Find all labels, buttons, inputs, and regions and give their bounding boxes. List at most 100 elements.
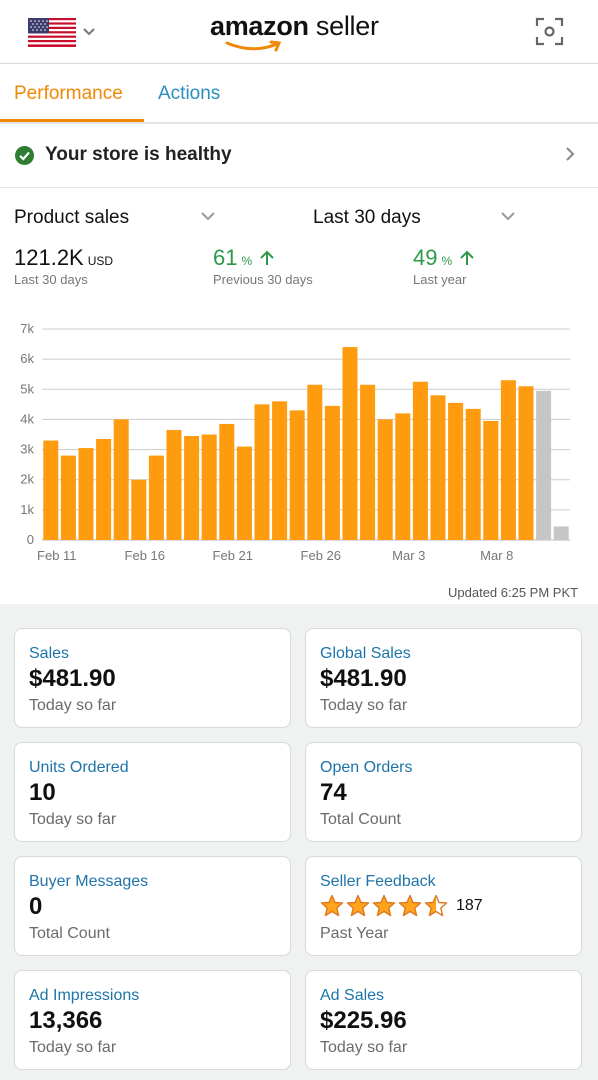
star-icon [320, 894, 344, 917]
bar [536, 390, 552, 540]
y-tick-label: 6k [20, 351, 34, 366]
chevron-down-icon[interactable] [501, 211, 515, 221]
card-value: 13,366 [29, 1007, 103, 1034]
chevron-down-icon[interactable] [82, 25, 96, 39]
card-subtitle: Today so far [29, 697, 117, 714]
scan-icon[interactable] [535, 17, 564, 46]
bar [483, 420, 499, 540]
arrow-up-icon [460, 250, 474, 265]
ad-impressions-card[interactable]: Ad Impressions 13,366 Today so far [14, 970, 291, 1070]
rating-count: 187 [456, 897, 483, 914]
card-value: $225.96 [320, 1007, 407, 1034]
bar [60, 455, 76, 540]
total-sales-label: Last 30 days [14, 272, 88, 287]
card-subtitle: Total Count [320, 811, 401, 828]
card-subtitle: Total Count [29, 925, 110, 942]
bar [412, 381, 428, 540]
bar [254, 404, 270, 540]
x-tick-label: Feb 16 [125, 548, 165, 563]
bar [78, 448, 94, 540]
card-subtitle: Today so far [320, 697, 408, 714]
bar [307, 384, 323, 540]
bar [518, 386, 534, 540]
chevron-right-icon[interactable] [563, 145, 577, 163]
card-title: Ad Impressions [29, 987, 140, 1004]
card-title: Units Ordered [29, 759, 129, 776]
x-tick-label: Feb 26 [301, 548, 341, 563]
star-icon [398, 894, 422, 917]
bar [201, 434, 217, 540]
bar [184, 436, 200, 540]
tab-bar: Performance Actions [0, 64, 598, 124]
card-title: Global Sales [320, 645, 411, 662]
store-health-text: Your store is healthy [45, 144, 232, 165]
card-title: Seller Feedback [320, 873, 436, 890]
sales-bar-chart: 0 1k 2k 3k 4k 5k 6k 7k Feb 11 Feb 16 Feb 21 Feb 26 M… [20, 321, 570, 563]
bar [272, 401, 288, 540]
arrow-up-icon [260, 250, 274, 265]
card-title: Open Orders [320, 759, 413, 776]
bar [324, 405, 340, 540]
tab-performance[interactable]: Performance [14, 83, 123, 104]
sales-card[interactable]: Sales $481.90 Today so far [14, 628, 291, 728]
card-value: 0 [29, 893, 43, 920]
bar [219, 423, 235, 540]
star-rating: 187 [320, 893, 483, 919]
card-value: $481.90 [320, 665, 407, 692]
card-title: Sales [29, 645, 70, 662]
last-year-label: Last year [413, 272, 467, 287]
amazon-seller-logo: amazon seller [210, 10, 379, 56]
store-health-row[interactable] [0, 124, 598, 188]
tab-actions[interactable]: Actions [158, 83, 221, 104]
bar [377, 419, 393, 540]
x-tick-label: Mar 3 [392, 548, 425, 563]
card-value: $481.90 [29, 665, 116, 692]
star-icon [346, 894, 370, 917]
date-range-selector[interactable]: Last 30 days [313, 207, 421, 228]
total-sales-stat: 121.2K USD [14, 245, 114, 270]
y-tick-label: 2k [20, 472, 34, 487]
card-subtitle: Past Year [320, 925, 389, 942]
star-icon [372, 894, 396, 917]
active-tab-indicator [0, 119, 144, 122]
card-title: Buyer Messages [29, 873, 149, 890]
card-subtitle: Today so far [29, 811, 117, 828]
bar [430, 395, 446, 540]
bar [96, 439, 112, 540]
last-year-change: 49% [413, 245, 474, 271]
ad-sales-card[interactable]: Ad Sales $225.96 Today so far [305, 970, 582, 1070]
bar [43, 440, 59, 540]
metric-selector[interactable]: Product sales [14, 207, 130, 228]
prev-period-change: 61% [213, 245, 274, 271]
open-orders-card[interactable]: Open Orders 74 Total Count [305, 742, 582, 842]
y-tick-label: 1k [20, 502, 34, 517]
global-sales-card[interactable]: Global Sales $481.90 Today so far [305, 628, 582, 728]
bar [289, 410, 305, 540]
bar [131, 479, 147, 540]
card-subtitle: Today so far [29, 1039, 117, 1056]
y-tick-label: 3k [20, 442, 34, 457]
updated-timestamp: Updated 6:25 PM PKT [448, 585, 579, 600]
bar [360, 384, 376, 540]
x-tick-label: Feb 11 [37, 548, 77, 563]
smile-arrow-icon [225, 40, 282, 52]
y-tick-label: 7k [20, 321, 34, 336]
bar [113, 419, 129, 540]
top-bar: amazon seller [0, 0, 598, 64]
seller-feedback-card[interactable]: Seller Feedback 187 Past Year [305, 856, 582, 956]
chevron-down-icon[interactable] [201, 211, 215, 221]
x-tick-label: Mar 8 [480, 548, 513, 563]
bar [395, 413, 411, 540]
card-value: 10 [29, 779, 56, 806]
y-tick-label: 4k [20, 411, 34, 426]
check-circle-icon [15, 146, 34, 165]
x-tick-label: Feb 21 [213, 548, 253, 563]
bar [342, 347, 358, 540]
us-flag-icon[interactable] [28, 18, 76, 47]
bar [553, 526, 569, 540]
bar [448, 402, 464, 540]
units-ordered-card[interactable]: Units Ordered 10 Today so far [14, 742, 291, 842]
card-subtitle: Today so far [320, 1039, 408, 1056]
star-icon [424, 894, 448, 917]
buyer-messages-card[interactable]: Buyer Messages 0 Total Count [14, 856, 291, 956]
